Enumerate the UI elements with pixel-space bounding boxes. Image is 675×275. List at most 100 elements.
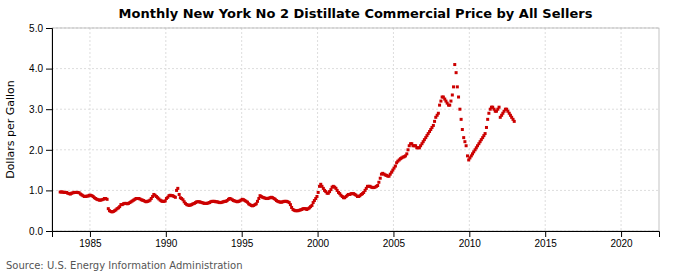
x-tick: 2005 [383, 231, 406, 249]
point [178, 193, 181, 196]
point [460, 118, 463, 121]
plot: 1985 1990 1995 2000 2005 2010 2015 2020 0.0 1.0 2.… [29, 23, 659, 249]
point [310, 204, 313, 207]
point [513, 120, 516, 123]
point [379, 177, 382, 180]
y-tick-label: 2.0 [29, 145, 43, 156]
x-tick: 2010 [459, 231, 482, 249]
y-tick-label: 1.0 [29, 185, 43, 196]
point [457, 96, 460, 99]
y-grid-line [52, 109, 659, 110]
x-tick: 2020 [610, 231, 633, 249]
point [453, 63, 456, 66]
point [449, 100, 452, 103]
point [394, 165, 397, 168]
y-tick: 3.0 [29, 104, 52, 115]
point [437, 112, 440, 115]
x-tick-mark [393, 231, 394, 237]
point [176, 187, 179, 190]
point [463, 140, 466, 143]
y-axis: 0.0 1.0 2.0 3.0 4.0 5.0 [29, 23, 52, 237]
y-axis-line [46, 29, 53, 232]
y-tick-mark [46, 231, 52, 232]
x-tick: 1990 [155, 231, 178, 249]
chart: 1985 1990 1995 2000 2005 2010 2015 2020 0.0 1.0 2.… [0, 0, 675, 275]
point [455, 71, 458, 74]
y-tick-mark [46, 69, 52, 70]
x-tick-mark [318, 231, 319, 237]
x-tick-label: 1990 [155, 238, 178, 249]
point [106, 198, 109, 201]
x-tick: 2015 [535, 231, 558, 249]
point [377, 181, 380, 184]
point [456, 85, 459, 88]
point [484, 132, 487, 135]
y-grid-line [52, 190, 659, 191]
points [59, 63, 516, 213]
y-axis-title: Dollars per Gallon [4, 80, 17, 179]
y-tick: 0.0 [29, 226, 52, 237]
point [465, 144, 468, 147]
point [487, 112, 490, 115]
y-tick-mark [46, 150, 52, 151]
x-tick-mark [166, 231, 167, 237]
y-tick-label: 3.0 [29, 104, 43, 115]
title: Monthly New York No 2 Distillate Commerc… [119, 6, 593, 21]
plot-frame [52, 28, 659, 231]
point [432, 124, 435, 127]
x-tick-label: 2000 [307, 238, 330, 249]
x-tick: 1995 [231, 231, 254, 249]
point [452, 85, 455, 88]
point [448, 104, 451, 107]
x-tick-mark [90, 231, 91, 237]
point [438, 104, 441, 107]
point [461, 128, 464, 131]
x-tick-mark [621, 231, 622, 237]
x-axis-line [53, 232, 660, 238]
x-grid-line [545, 28, 546, 231]
grid [52, 28, 659, 231]
source: Source: U.S. Energy Information Administ… [6, 260, 243, 271]
x-tick-label: 1995 [231, 238, 254, 249]
point [458, 108, 461, 111]
y-tick: 4.0 [29, 63, 52, 74]
x-tick-label: 2015 [535, 238, 558, 249]
point [439, 100, 442, 103]
x-grid-line [469, 28, 470, 231]
x-tick-label: 2005 [383, 238, 406, 249]
point [405, 152, 408, 155]
point [174, 196, 177, 199]
point [256, 200, 259, 203]
point [315, 195, 318, 198]
point [485, 126, 488, 129]
point [433, 120, 436, 123]
x-tick: 1985 [79, 231, 102, 249]
x-tick-label: 1985 [79, 238, 102, 249]
x-tick-mark [545, 231, 546, 237]
point [376, 184, 379, 187]
x-grid-line [621, 28, 622, 231]
point [407, 148, 410, 151]
x-tick-label: 2020 [610, 238, 633, 249]
y-tick-mark [46, 109, 52, 110]
y-tick: 5.0 [29, 23, 52, 34]
x-grid-line [317, 28, 318, 231]
x-grid-line [393, 28, 394, 231]
x-grid-line [89, 28, 90, 231]
y-tick-label: 5.0 [29, 23, 43, 34]
x-axis: 1985 1990 1995 2000 2005 2010 2015 2020 [53, 231, 660, 249]
point [317, 191, 320, 194]
y-tick-mark [46, 190, 52, 191]
point [498, 106, 501, 109]
x-tick-mark [469, 231, 470, 237]
y-tick-mark [46, 28, 52, 29]
x-tick: 2000 [307, 231, 330, 249]
y-tick: 2.0 [29, 145, 52, 156]
point [486, 118, 489, 121]
x-tick-label: 2010 [459, 238, 482, 249]
x-tick-mark [242, 231, 243, 237]
point [451, 93, 454, 96]
point [289, 203, 292, 206]
y-tick-label: 0.0 [29, 226, 43, 237]
y-tick-label: 4.0 [29, 63, 43, 74]
